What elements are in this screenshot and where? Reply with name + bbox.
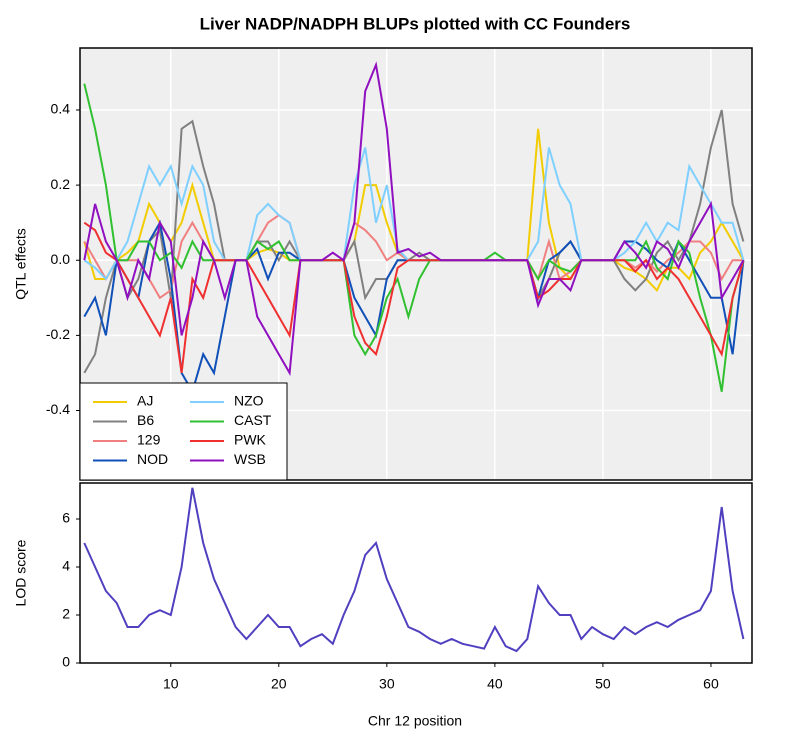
x-tick-label: 40 (487, 676, 503, 692)
data-line (83, 109, 745, 374)
y-tick-label: -0.2 (46, 326, 70, 342)
data-line (83, 61, 745, 377)
chart-title: Liver NADP/NADPH BLUPs plotted with CC F… (200, 14, 631, 33)
plot-area (80, 483, 752, 663)
y-axis-label: QTL effects (13, 228, 29, 300)
x-axis-label: Chr 12 position (368, 713, 462, 729)
legend-box (79, 382, 288, 481)
x-tick-label: 20 (271, 676, 287, 692)
legend-label: NZO (234, 393, 264, 409)
y-axis-label: LOD score (13, 539, 29, 606)
y-tick-label: -0.4 (46, 401, 70, 417)
plot-border (79, 482, 753, 664)
data-line (83, 221, 745, 374)
legend-label: B6 (137, 412, 154, 428)
legend-label: WSB (234, 451, 266, 467)
x-tick-label: 60 (703, 676, 719, 692)
x-tick-label: 10 (163, 676, 179, 692)
legend-label: PWK (234, 432, 267, 448)
legend-label: NOD (137, 451, 168, 467)
legend-label: 129 (137, 432, 161, 448)
y-tick-label: 0.0 (51, 251, 71, 267)
data-line (83, 83, 745, 392)
y-tick-label: 4 (62, 558, 70, 574)
data-line (83, 487, 745, 653)
y-tick-label: 2 (62, 606, 70, 622)
plot-border (79, 47, 753, 481)
y-tick-label: 6 (62, 510, 70, 526)
x-tick-label: 50 (595, 676, 611, 692)
legend-label: CAST (234, 412, 272, 428)
y-tick-label: 0.2 (51, 176, 71, 192)
y-tick-label: 0 (62, 654, 70, 670)
x-tick-label: 30 (379, 676, 395, 692)
y-tick-label: 0.4 (51, 101, 71, 117)
legend-label: AJ (137, 393, 153, 409)
